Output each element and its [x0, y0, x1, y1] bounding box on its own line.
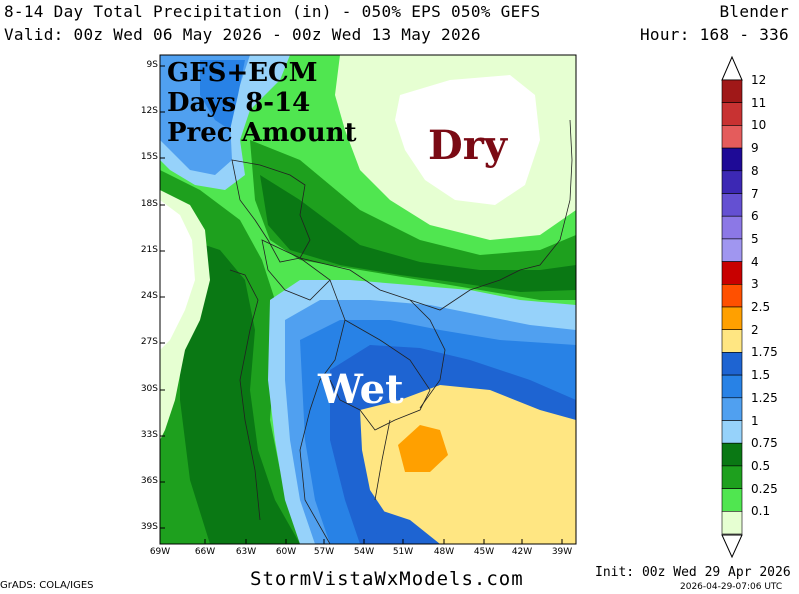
legend-bottom-arrow	[721, 534, 743, 559]
longitude-label: 48W	[433, 547, 455, 557]
latitude-label: 15S	[140, 152, 158, 162]
legend-value-label: 0.5	[751, 458, 771, 473]
legend-value-label: 0.25	[751, 481, 778, 496]
wet-label: Wet	[318, 366, 404, 413]
legend-value-label: 3	[751, 277, 759, 292]
latitude-label: 21S	[140, 245, 158, 255]
legend-value-label: 7	[751, 186, 759, 201]
legend-swatch	[721, 420, 743, 444]
boundaries	[229, 119, 573, 544]
site-name: StormVistaWxModels.com	[250, 568, 524, 590]
legend-swatch	[721, 238, 743, 262]
legend-swatch	[721, 306, 743, 331]
legend-value-label: 10	[751, 118, 767, 133]
overlay-line-2: Days 8-14	[167, 88, 311, 118]
legend-swatch	[721, 193, 743, 217]
generated-timestamp: 2026-04-29-07:06 UTC	[680, 582, 783, 592]
longitude-label: 51W	[392, 547, 414, 557]
model-name: Blender	[719, 2, 789, 21]
legend-swatch	[721, 374, 743, 399]
legend-value-label: 0.1	[751, 504, 771, 519]
legend-swatch	[721, 329, 743, 353]
latitude-label: 27S	[140, 337, 158, 347]
legend-value-label: 11	[751, 95, 767, 110]
legend-swatch	[721, 397, 743, 421]
precip-field	[160, 55, 576, 544]
latitude-label: 24S	[140, 291, 158, 301]
init-time: Init: 00z Wed 29 Apr 2026	[595, 565, 791, 580]
latitude-label: 12S	[140, 106, 158, 116]
legend-swatch	[721, 352, 743, 376]
latitude-label: 39S	[140, 522, 158, 532]
legend-value-label: 9	[751, 141, 759, 156]
longitude-label: 54W	[353, 547, 375, 557]
dry-label: Dry	[428, 122, 508, 169]
legend-swatch	[721, 442, 743, 467]
overlay-line-1: GFS+ECM	[167, 58, 318, 88]
longitude-label: 39W	[551, 547, 573, 557]
legend-swatch	[721, 465, 743, 489]
latitude-label: 33S	[140, 430, 158, 440]
longitude-label: 66W	[194, 547, 216, 557]
chart-title: 8-14 Day Total Precipitation (in) - 050%…	[4, 2, 541, 21]
legend-swatch	[721, 125, 743, 149]
legend-swatch	[721, 147, 743, 172]
legend-swatch	[721, 510, 743, 535]
longitude-label: 57W	[313, 547, 335, 557]
legend-value-label: 1	[751, 413, 759, 428]
valid-period: Valid: 00z Wed 06 May 2026 - 00z Wed 13 …	[4, 25, 481, 44]
legend-value-label: 1.75	[751, 345, 778, 360]
longitude-label: 42W	[511, 547, 533, 557]
legend-value-label: 8	[751, 163, 759, 178]
grads-credit: GrADS: COLA/IGES	[0, 580, 94, 591]
legend-value-label: 5	[751, 231, 759, 246]
latitude-label: 9S	[146, 60, 158, 70]
latitude-label: 30S	[140, 384, 158, 394]
legend-value-label: 1.5	[751, 368, 771, 383]
legend-value-label: 4	[751, 254, 759, 269]
longitude-label: 63W	[235, 547, 257, 557]
legend-value-label: 2.5	[751, 300, 771, 314]
legend-value-label: 1.25	[751, 390, 778, 405]
legend-swatch	[721, 79, 743, 104]
legend-value-label: 6	[751, 209, 759, 224]
legend-value-label: 2	[751, 322, 759, 337]
legend-swatch	[721, 170, 743, 194]
longitude-label: 69W	[149, 547, 171, 557]
legend-value-label: 0.75	[751, 436, 778, 451]
latitude-label: 18S	[140, 199, 158, 209]
legend-top-arrow	[721, 55, 743, 81]
axis-ticks	[159, 65, 563, 544]
legend-swatch	[721, 261, 743, 285]
forecast-hours: Hour: 168 - 336	[640, 25, 789, 44]
legend-swatch	[721, 215, 743, 240]
overlay-line-3: Prec Amount	[167, 118, 357, 148]
longitude-label: 45W	[473, 547, 495, 557]
legend-value-label: 12	[751, 73, 767, 87]
overlay-model-label: GFS+ECM Days 8-14 Prec Amount	[167, 58, 357, 148]
legend-color-boxes	[721, 79, 743, 535]
legend-swatch	[721, 102, 743, 126]
legend-swatch	[721, 283, 743, 308]
latitude-label: 36S	[140, 476, 158, 486]
longitude-label: 60W	[275, 547, 297, 557]
legend-swatch	[721, 488, 743, 512]
